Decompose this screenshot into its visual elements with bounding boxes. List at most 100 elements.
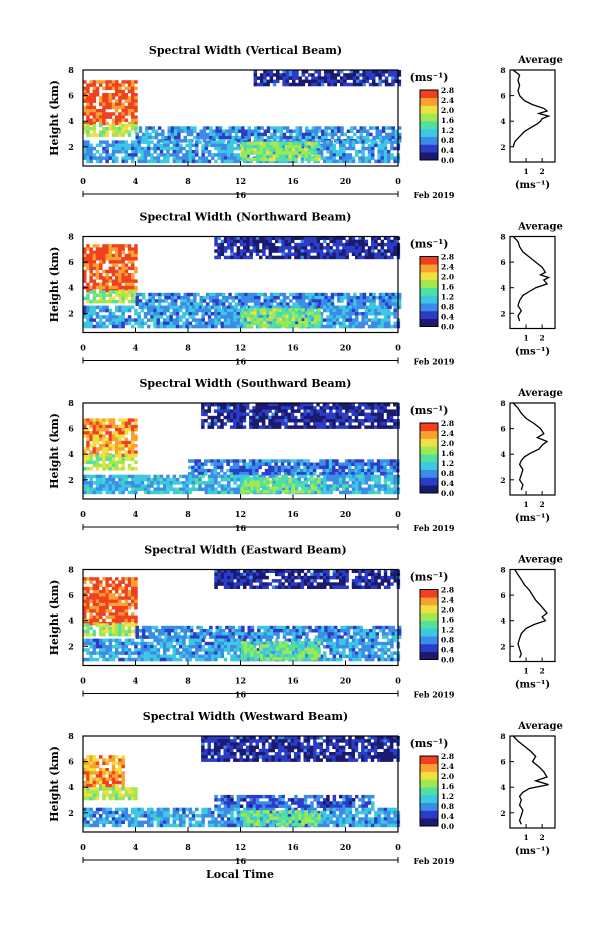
heatmap-cell	[108, 96, 113, 100]
heatmap-cell	[253, 292, 258, 297]
colorbar-tick-label: 1.2	[441, 126, 454, 135]
heatmap-cell	[298, 141, 302, 146]
heatmap-cell	[83, 428, 87, 432]
heatmap-cell	[92, 112, 97, 116]
heatmap-cell	[329, 246, 333, 250]
heatmap-cell	[284, 472, 288, 476]
heatmap-cell	[211, 490, 215, 495]
heatmap-cell	[201, 150, 205, 154]
heatmap-cell	[202, 129, 207, 133]
heatmap-cell	[383, 477, 388, 482]
heatmap-cell	[227, 490, 231, 495]
heatmap-cell	[319, 324, 324, 329]
heatmap-cell	[348, 462, 352, 466]
heatmap-cell	[111, 266, 116, 271]
heatmap-cell	[108, 477, 113, 482]
heatmap-cell	[342, 318, 346, 322]
heatmap-cell	[393, 422, 397, 426]
heatmap-cell	[248, 459, 253, 463]
heatmap-cell	[305, 292, 309, 297]
heatmap-cell	[150, 315, 154, 319]
heatmap-cell	[298, 321, 302, 325]
heatmap-cell	[95, 418, 100, 422]
heatmap-cell	[383, 324, 388, 329]
heatmap-cell	[367, 249, 372, 253]
heatmap-cell	[368, 76, 373, 80]
heatmap-cell	[341, 422, 346, 426]
average-profile-line	[512, 236, 551, 322]
heatmap-cell	[323, 146, 327, 151]
heatmap-cell	[99, 99, 103, 103]
heatmap-cell	[153, 324, 157, 329]
heatmap-cell	[207, 312, 212, 316]
heatmap-cell	[204, 412, 208, 417]
heatmap-cell	[380, 255, 385, 260]
heatmap-cell	[282, 141, 286, 146]
heatmap-cell	[249, 425, 253, 429]
heatmap-cell	[310, 474, 314, 479]
heatmap-cell	[92, 590, 97, 594]
heatmap-cell	[92, 257, 97, 261]
heatmap-cell	[256, 317, 260, 322]
heatmap-cell	[263, 299, 267, 303]
heatmap-cell	[373, 465, 378, 470]
heatmap-cell	[105, 269, 109, 274]
heatmap-cell	[99, 431, 103, 435]
heatmap-cell	[86, 253, 90, 258]
heatmap-cell	[301, 302, 306, 306]
heatmap-cell	[282, 82, 286, 87]
heatmap-cell	[288, 148, 292, 152]
heatmap-cell	[341, 425, 346, 429]
heatmap-cell	[348, 246, 353, 250]
heatmap-cell	[118, 615, 122, 620]
heatmap-cell	[188, 146, 193, 151]
heatmap-cell	[323, 487, 327, 491]
heatmap-cell	[83, 606, 87, 610]
heatmap-cell	[95, 312, 100, 316]
heatmap-cell	[121, 127, 125, 131]
heatmap-cell	[118, 599, 122, 604]
heatmap-cell	[191, 324, 196, 329]
heatmap-cell	[191, 468, 195, 473]
heatmap-cell	[361, 481, 365, 485]
heatmap-cell	[293, 472, 298, 476]
heatmap-cell	[277, 403, 282, 407]
heatmap-cell	[153, 490, 157, 495]
heatmap-cell	[321, 296, 325, 300]
heatmap-cell	[233, 159, 237, 164]
heatmap-cell	[124, 86, 129, 91]
heatmap-cell	[374, 140, 378, 144]
heatmap-cell	[124, 431, 129, 435]
heatmap-cell	[313, 477, 317, 482]
heatmap-cell	[371, 239, 375, 244]
heatmap-cell	[102, 105, 106, 110]
heatmap-cell	[346, 302, 351, 306]
heatmap-cell	[191, 143, 196, 148]
heatmap-cell	[259, 144, 264, 149]
heatmap-cell	[261, 412, 266, 417]
heatmap-cell	[95, 440, 100, 445]
heatmap-cell	[121, 321, 125, 326]
heatmap-cell	[383, 419, 387, 423]
heatmap-cell	[237, 139, 242, 143]
heatmap-cell	[393, 156, 397, 160]
heatmap-cell	[124, 602, 129, 607]
heatmap-cell	[256, 321, 260, 325]
heatmap-cell	[297, 406, 301, 410]
heatmap-cell	[319, 415, 323, 420]
heatmap-cell	[233, 255, 237, 260]
heatmap-cell	[246, 324, 251, 328]
heatmap-cell	[108, 290, 113, 294]
heatmap-cell	[175, 487, 180, 491]
heatmap-cell	[89, 457, 93, 461]
heatmap-cell	[310, 314, 315, 319]
heatmap-cell	[89, 250, 93, 255]
heatmap-cell	[86, 437, 90, 442]
heatmap-cell	[159, 490, 164, 495]
heatmap-cell	[92, 80, 97, 84]
heatmap-cell	[377, 255, 381, 260]
heatmap-cell	[294, 311, 299, 315]
heatmap-cell	[324, 79, 328, 84]
heatmap-cell	[338, 462, 342, 466]
heatmap-cell	[150, 305, 154, 310]
